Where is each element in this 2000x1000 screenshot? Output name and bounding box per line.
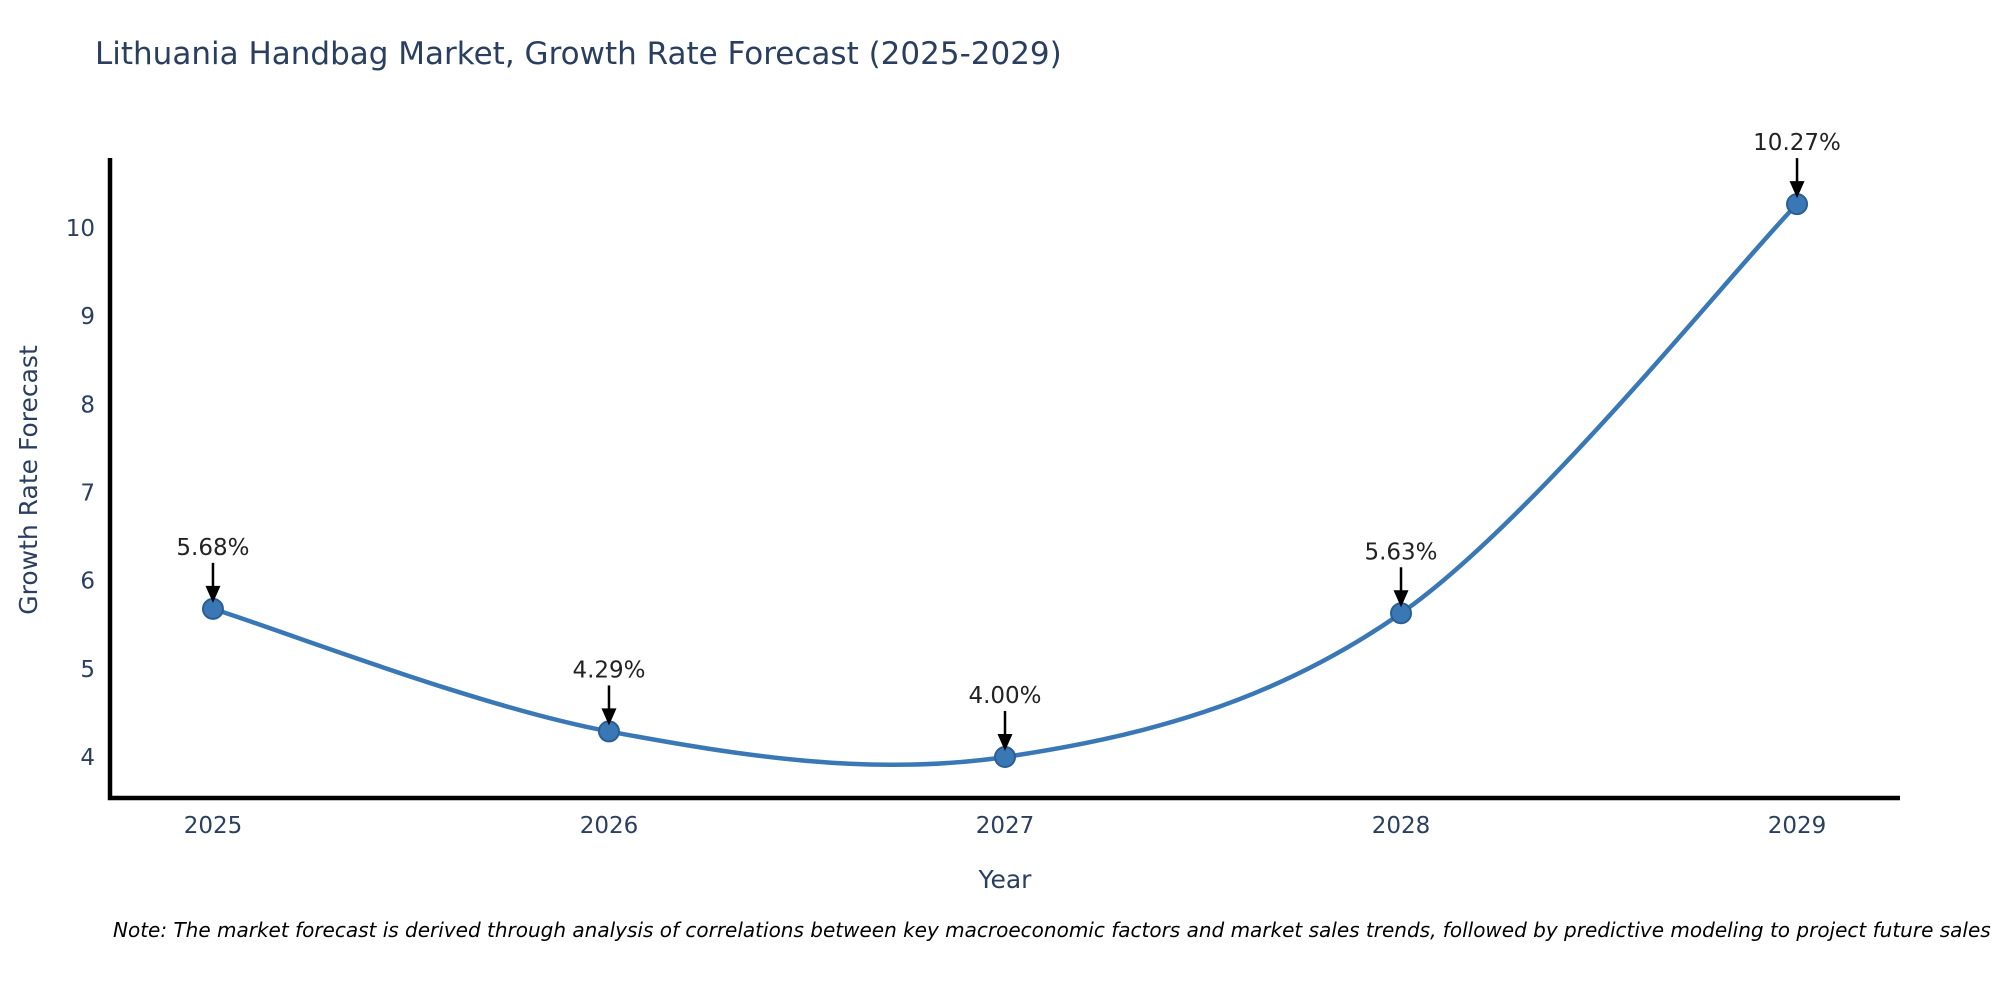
annotation-arrow-head (1789, 181, 1805, 199)
y-tick-label: 7 (80, 480, 95, 506)
point-annotation: 10.27% (1753, 130, 1841, 199)
y-tick-label: 6 (80, 569, 95, 595)
x-axis-tick-labels: 2025 2026 2027 2028 2029 (184, 813, 1827, 839)
axis-lines (107, 158, 1900, 801)
annotation-arrow-head (601, 708, 617, 726)
point-value-label: 10.27% (1753, 130, 1841, 156)
point-value-label: 4.00% (968, 683, 1041, 709)
footnote: Note: The market forecast is derived thr… (113, 918, 1991, 942)
point-annotation: 5.68% (176, 535, 250, 603)
point-value-label: 4.29% (572, 657, 645, 683)
x-tick-label: 2028 (1372, 813, 1431, 839)
y-tick-label: 8 (80, 392, 95, 418)
point-value-label: 5.68% (176, 535, 249, 561)
x-tick-label: 2026 (580, 813, 639, 839)
series-markers (201, 193, 1809, 768)
y-tick-label: 4 (80, 745, 95, 771)
x-tick-label: 2027 (976, 813, 1035, 839)
annotation-arrow-head (997, 733, 1013, 751)
chart-title: Lithuania Handbag Market, Growth Rate Fo… (95, 36, 1062, 72)
x-tick-label: 2025 (184, 813, 243, 839)
point-annotation: 4.29% (572, 657, 646, 726)
series-line (210, 201, 1800, 768)
point-value-label: 5.63% (1364, 539, 1437, 565)
y-tick-label: 9 (80, 304, 95, 330)
point-annotation: 4.00% (968, 683, 1042, 751)
annotation-arrow-head (1393, 590, 1409, 608)
x-axis-title: Year (978, 865, 1033, 894)
annotation-arrow-head (205, 585, 221, 603)
y-tick-label: 5 (80, 657, 95, 683)
y-axis-tick-labels: 4 5 6 7 8 9 10 (66, 216, 95, 771)
x-tick-label: 2029 (1768, 813, 1827, 839)
y-tick-label: 10 (66, 216, 95, 242)
point-annotations: 5.68% 4.29% 4.00% 5.63% 10.27% (176, 130, 1841, 751)
y-axis-title: Growth Rate Forecast (14, 345, 43, 615)
point-annotation: 5.63% (1364, 539, 1438, 608)
